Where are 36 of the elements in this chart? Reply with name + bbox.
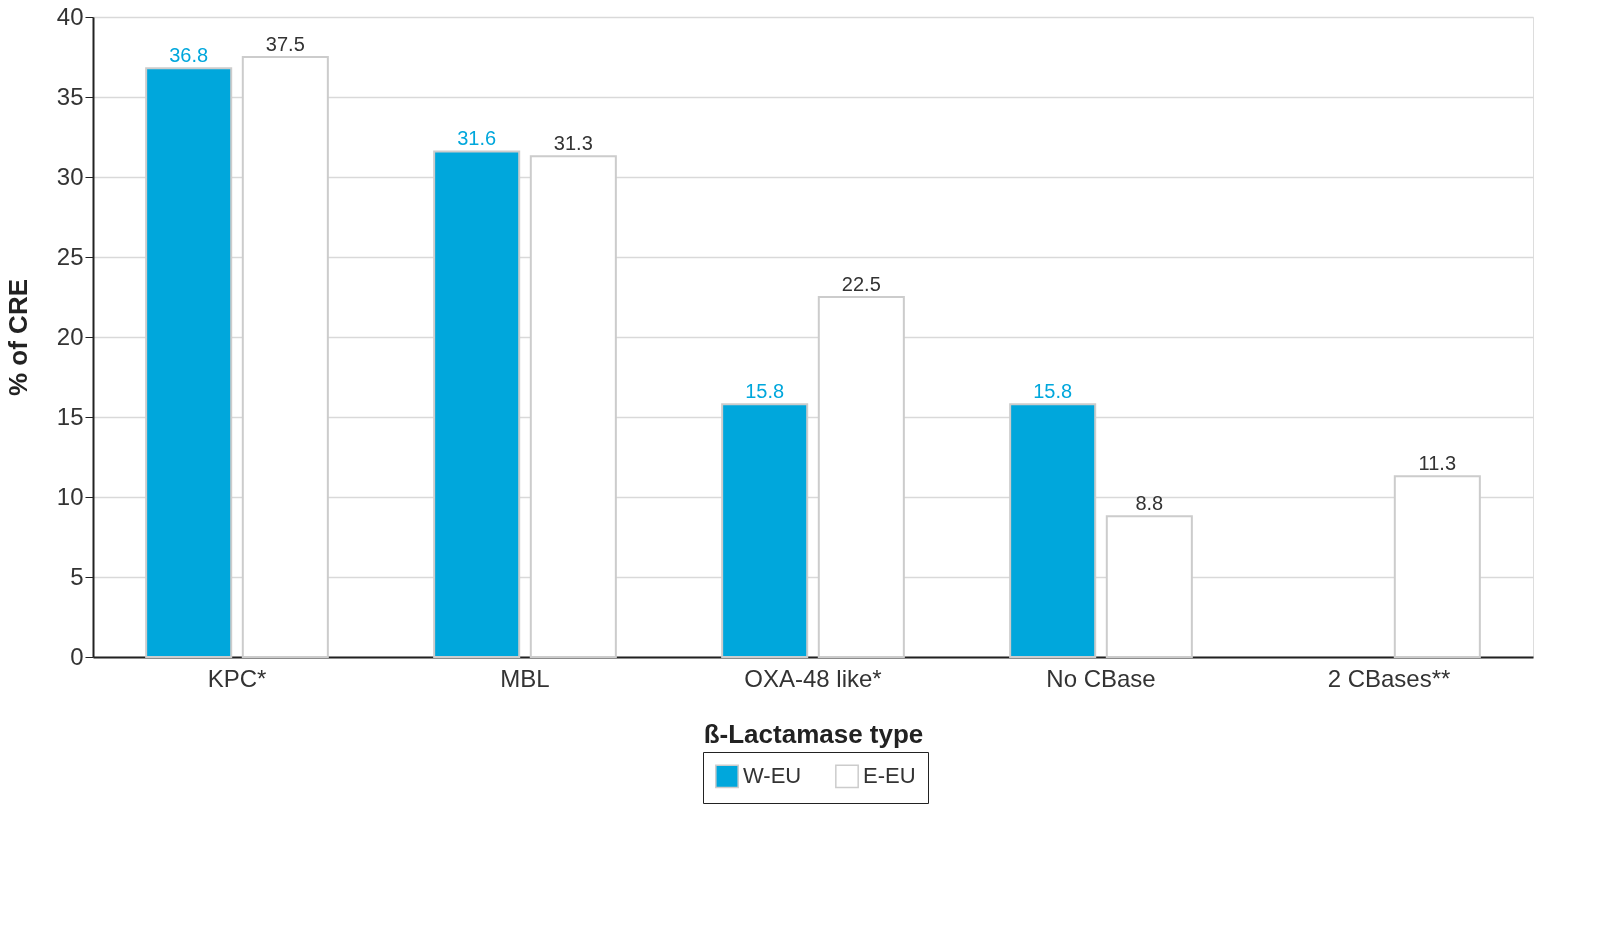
data-label: 37.5 bbox=[265, 33, 305, 55]
bar bbox=[817, 296, 905, 658]
data-label: 31.6 bbox=[457, 127, 497, 150]
x-tick-label: No CBase bbox=[1046, 664, 1156, 692]
y-tick-label: 0 bbox=[70, 642, 84, 670]
x-tick-label: KPC* bbox=[207, 664, 267, 692]
y-tick-label: 20 bbox=[56, 322, 84, 350]
bar bbox=[433, 150, 521, 658]
y-tick-label: 35 bbox=[56, 82, 84, 110]
x-tick-label: MBL bbox=[500, 664, 550, 692]
y-tick-label: 15 bbox=[56, 402, 84, 430]
data-label: 36.8 bbox=[169, 44, 209, 67]
bar bbox=[1393, 475, 1481, 658]
x-axis-title: ß-Lactamase type bbox=[703, 718, 924, 749]
x-tick-label: 2 CBases** bbox=[1327, 664, 1451, 692]
data-label: 22.5 bbox=[841, 273, 881, 295]
data-label: 15.8 bbox=[1033, 380, 1073, 403]
bar bbox=[145, 67, 233, 658]
x-tick-label: OXA-48 like* bbox=[744, 664, 882, 692]
data-label: 11.3 bbox=[1418, 452, 1457, 475]
legend-label: E-EU bbox=[863, 763, 916, 789]
data-label: 15.8 bbox=[745, 380, 785, 403]
y-tick-label: 40 bbox=[56, 2, 84, 30]
y-tick-label: 5 bbox=[70, 562, 84, 590]
bar bbox=[1009, 403, 1097, 658]
y-tick-label: 25 bbox=[56, 242, 84, 270]
data-label: 8.8 bbox=[1135, 492, 1164, 515]
legend-label: W-EU bbox=[743, 763, 802, 789]
y-tick-label: 10 bbox=[56, 482, 84, 510]
bar bbox=[721, 403, 809, 658]
y-tick-label: 30 bbox=[56, 162, 84, 190]
y-axis-title: % of CRE bbox=[2, 279, 33, 396]
bar bbox=[1105, 515, 1193, 658]
bar bbox=[241, 56, 329, 658]
data-label: 31.3 bbox=[553, 132, 593, 155]
bar bbox=[529, 155, 617, 658]
